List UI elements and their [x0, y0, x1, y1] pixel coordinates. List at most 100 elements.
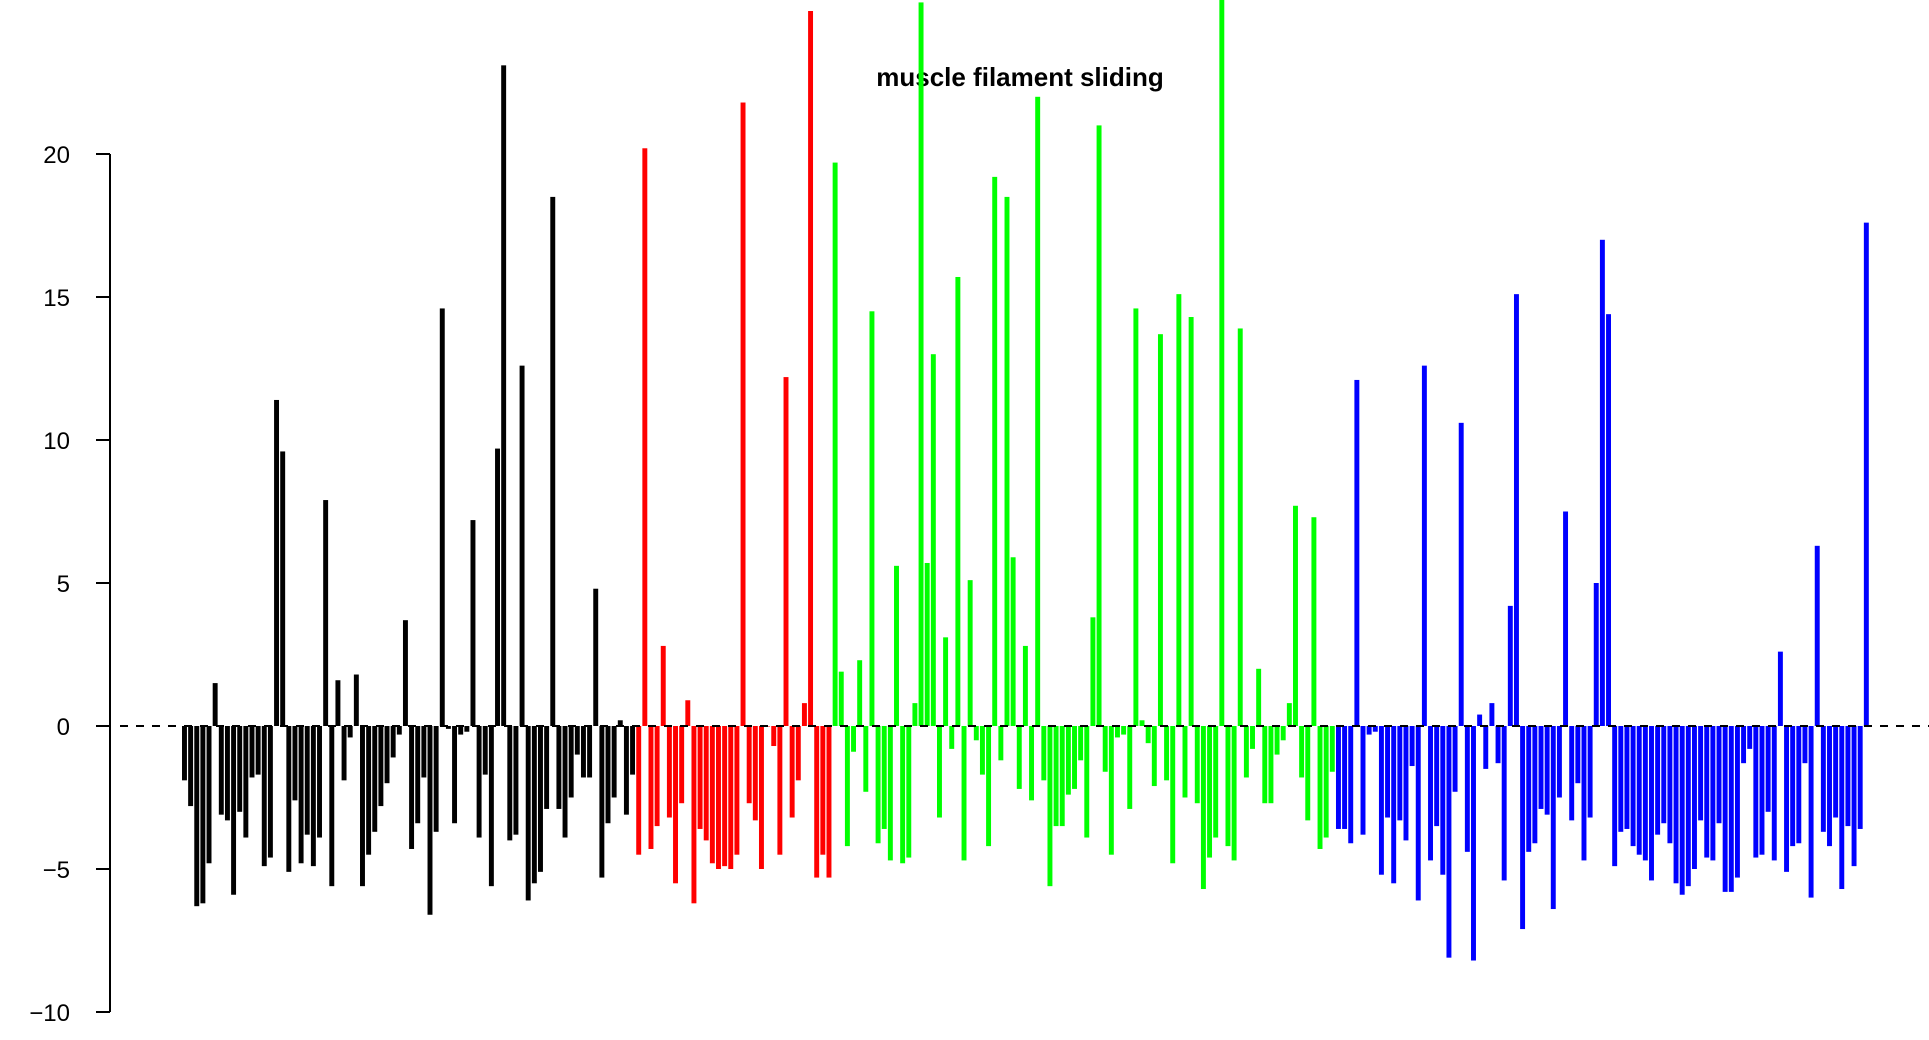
bar [1115, 726, 1120, 738]
bar [255, 726, 261, 775]
bar [716, 726, 721, 869]
y-tick-label: 0 [57, 714, 70, 741]
bar [1753, 726, 1759, 858]
bar [857, 660, 863, 726]
bar [654, 726, 660, 827]
bar [1636, 726, 1642, 855]
bar [1446, 726, 1452, 958]
bar [1857, 726, 1863, 829]
bar [427, 726, 433, 915]
bar [1151, 726, 1157, 787]
bar [1606, 314, 1611, 726]
bar [1016, 726, 1022, 789]
bar [937, 726, 942, 818]
bar [188, 726, 194, 807]
bar [587, 726, 593, 778]
bar [286, 726, 292, 872]
bar [961, 726, 967, 861]
bar [869, 311, 875, 726]
bar [1342, 726, 1348, 829]
bar [1649, 726, 1654, 881]
bar [986, 726, 992, 847]
bar [1084, 726, 1090, 838]
bar [1784, 726, 1790, 872]
bar [1280, 726, 1286, 741]
bar [298, 726, 304, 864]
bar [1286, 703, 1292, 726]
bar [1391, 726, 1397, 884]
bar [1471, 726, 1476, 961]
bar [728, 726, 734, 869]
bar [452, 726, 458, 824]
bar [875, 726, 881, 844]
bar [1053, 726, 1059, 827]
bar [605, 726, 611, 824]
bar [1513, 294, 1519, 726]
bar [746, 726, 752, 804]
bar [237, 726, 243, 812]
bar [1827, 726, 1832, 847]
bar [1041, 726, 1047, 781]
bar [1728, 726, 1734, 892]
bar [1741, 726, 1747, 764]
bar [1360, 726, 1366, 835]
bar [1004, 196, 1010, 726]
bar [593, 588, 599, 726]
bar [1047, 726, 1053, 887]
bar [1691, 726, 1697, 869]
bar [1354, 379, 1360, 726]
bar [1790, 726, 1796, 847]
bar [1219, 0, 1225, 726]
y-tick-label: 20 [43, 142, 70, 169]
bar [1710, 726, 1716, 861]
bar [666, 726, 672, 818]
bar [1145, 726, 1151, 744]
bar [562, 726, 568, 838]
bar [335, 680, 341, 726]
bar [1440, 726, 1446, 875]
bar [1207, 726, 1213, 858]
bar [1317, 726, 1323, 849]
bar [513, 726, 519, 835]
bar [1575, 726, 1581, 784]
bar [1704, 726, 1710, 858]
bar [752, 726, 758, 821]
bar [838, 671, 844, 726]
bar [1078, 726, 1084, 761]
bar [1170, 726, 1176, 864]
bar [1366, 726, 1372, 735]
bar [495, 448, 500, 726]
bar [261, 726, 267, 867]
bar [844, 726, 850, 847]
bar [249, 726, 255, 778]
bar [402, 620, 408, 726]
bar [531, 726, 537, 884]
bar [1851, 726, 1857, 867]
bar [1176, 294, 1182, 726]
y-tick-label: 10 [43, 428, 70, 455]
bar [304, 726, 310, 835]
bar [347, 726, 353, 738]
bar [709, 726, 715, 864]
bar [384, 726, 390, 784]
bar [1090, 617, 1096, 726]
bar [458, 726, 464, 735]
bar [1182, 726, 1188, 798]
bar [580, 726, 586, 778]
bar [801, 703, 807, 726]
bar [623, 726, 629, 815]
bar [1421, 365, 1427, 726]
bar [1759, 726, 1765, 855]
chart-title: muscle filament sliding [876, 62, 1164, 92]
y-tick-label: −5 [43, 857, 70, 884]
bar [826, 726, 832, 878]
bar [329, 726, 335, 887]
bar [1544, 726, 1550, 815]
bar [1157, 334, 1163, 726]
bars-group [182, 0, 1869, 961]
bar [1311, 517, 1317, 726]
bar [421, 726, 427, 778]
bar [1237, 328, 1243, 726]
bar [777, 726, 783, 855]
bar [1250, 726, 1255, 749]
